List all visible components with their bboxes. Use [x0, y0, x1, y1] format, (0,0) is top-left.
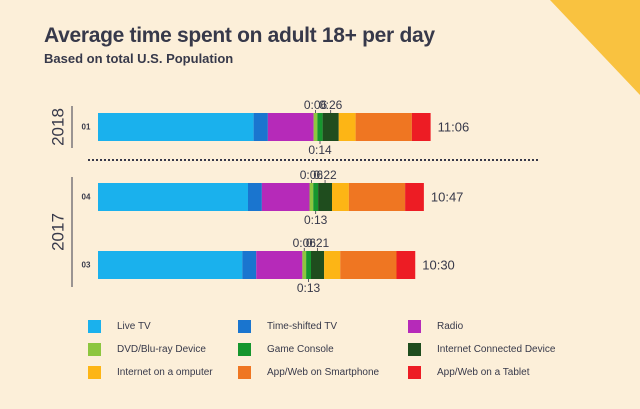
legend-label: Time-shifted TV: [267, 321, 338, 332]
bar-segment-Q3-5: [311, 251, 325, 279]
annotation-label-Q4-3: 0:06: [300, 168, 324, 182]
bar-segment-Q4-2: [261, 183, 310, 211]
bar-segment-Q1-3: [313, 113, 318, 141]
bar-segment-Q3-6: [324, 251, 341, 279]
chart-title: Average time spent on adult 18+ per day: [44, 24, 435, 47]
total-label-Q1: 11:06: [438, 120, 470, 135]
legend-swatch: [88, 343, 101, 356]
legend-label: App/Web on Smartphone: [267, 367, 380, 378]
bar-segment-Q1-0: [98, 113, 254, 141]
legend-swatch: [88, 366, 101, 379]
legend-label: App/Web on a Tablet: [437, 367, 530, 378]
annotation-label-Q4-4: 0:22: [313, 168, 337, 182]
bar-segment-Q3-7: [340, 251, 397, 279]
bar-segment-Q3-8: [396, 251, 416, 279]
legend-swatch: [238, 366, 251, 379]
annotation-label-Q3-6: 0:06: [293, 236, 317, 250]
bar-segment-Q4-4: [313, 183, 319, 211]
bar-segment-Q3-4: [306, 251, 311, 279]
legend-label: Game Console: [267, 344, 334, 355]
legend-label: DVD/Blu-ray Device: [117, 344, 206, 355]
bar-segment-Q4-0: [98, 183, 248, 211]
legend-label: Live TV: [117, 321, 151, 332]
bar-segment-Q4-7: [348, 183, 406, 211]
legend-label: Internet on a omputer: [117, 367, 213, 378]
annotation-label-Q1-0: 0:06: [304, 98, 328, 112]
annotation-label-Q1-2: 0:14: [308, 143, 332, 157]
bar-segment-Q1-4: [317, 113, 323, 141]
total-label-Q4: 10:47: [431, 190, 464, 205]
bar-segment-Q3-2: [256, 251, 303, 279]
corner-accent-triangle: [550, 0, 640, 95]
bar-segment-Q4-6: [332, 183, 349, 211]
bar-segment-Q1-1: [253, 113, 268, 141]
bar-segment-Q3-3: [302, 251, 307, 279]
bar-segment-Q4-8: [405, 183, 424, 211]
legend-swatch: [88, 320, 101, 333]
bar-segment-Q1-7: [355, 113, 412, 141]
total-label-Q3: 10:30: [422, 258, 455, 273]
legend-swatch: [408, 366, 421, 379]
annotation-label-Q3-7: 0:21: [306, 236, 330, 250]
annotation-label-Q4-5: 0:13: [304, 213, 328, 227]
legend-swatch: [408, 343, 421, 356]
bar-segment-Q4-5: [318, 183, 332, 211]
row-label-Q3: 03: [82, 261, 91, 270]
bar-segment-Q4-1: [248, 183, 262, 211]
legend-label: Internet Connected Device: [437, 344, 556, 355]
group-label-2018: 2018: [49, 108, 68, 146]
chart-subtitle: Based on total U.S. Population: [44, 51, 234, 66]
legend-swatch: [408, 320, 421, 333]
bar-segment-Q1-6: [338, 113, 356, 141]
bar-segment-Q1-8: [411, 113, 431, 141]
row-label-Q1: 01: [82, 123, 91, 132]
bar-segment-Q3-1: [242, 251, 257, 279]
legend-swatch: [238, 343, 251, 356]
bar-segment-Q4-3: [309, 183, 314, 211]
legend-swatch: [238, 320, 251, 333]
annotation-label-Q3-8: 0:13: [297, 281, 321, 295]
bar-segment-Q1-2: [267, 113, 314, 141]
group-label-2017: 2017: [49, 213, 68, 251]
annotation-label-Q1-1: 0:26: [319, 98, 343, 112]
bar-segment-Q3-0: [98, 251, 243, 279]
legend-label: Radio: [437, 321, 464, 332]
row-label-Q4: 04: [82, 193, 91, 202]
bar-segment-Q1-5: [322, 113, 339, 141]
